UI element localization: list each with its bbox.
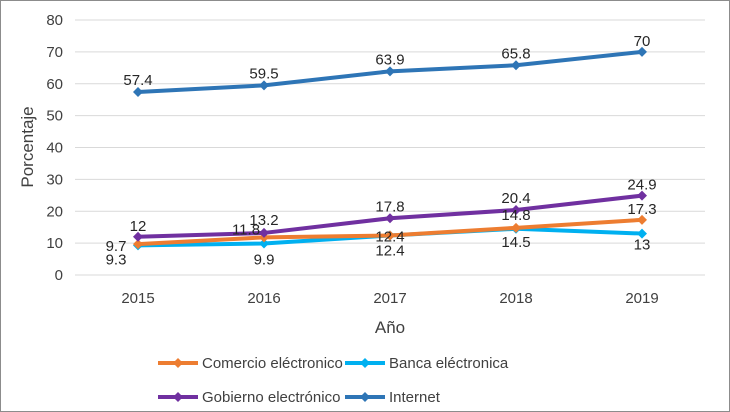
data-label: 13.2	[249, 212, 278, 229]
data-label: 13	[634, 237, 651, 254]
data-point-marker	[259, 227, 269, 238]
y-tick-label: 50	[46, 108, 63, 125]
data-label: 9.3	[106, 251, 127, 268]
legend-label: Comercio eléctronico	[202, 355, 343, 372]
data-point-marker	[259, 80, 269, 91]
data-point-marker	[385, 230, 395, 241]
legend-label: Gobierno electrónico	[202, 389, 340, 406]
data-point-marker	[133, 231, 143, 242]
x-tick-label: 2015	[121, 290, 154, 307]
data-point-marker	[133, 87, 143, 98]
legend-swatch-marker	[360, 392, 370, 402]
y-tick-label: 40	[46, 140, 63, 157]
data-point-marker	[385, 213, 395, 224]
legend: Comercio eléctronico Banca eléctronica Gob…	[158, 355, 509, 406]
data-label: 17.8	[375, 198, 404, 215]
data-point-marker	[637, 228, 647, 239]
legend-label: Banca eléctronica	[389, 355, 509, 372]
x-axis-ticks: 2015 2016 2017 2018 2019	[121, 290, 658, 307]
legend-item: Comercio eléctronico	[158, 355, 343, 372]
legend-item: Gobierno electrónico	[158, 389, 340, 406]
data-point-marker	[385, 66, 395, 77]
y-tick-label: 10	[46, 235, 63, 252]
legend-swatch-marker	[173, 358, 183, 368]
legend-label: Internet	[389, 389, 441, 406]
data-label: 24.9	[627, 177, 656, 194]
data-label: 9.9	[254, 251, 275, 268]
data-label: 11.8	[232, 221, 260, 238]
data-labels: 9.7 11.8 12.4 14.8 17.3 9.3 9.9 12.4 14.5 13 12 13.…	[106, 33, 657, 269]
data-point-marker	[511, 204, 521, 215]
data-point-marker	[133, 239, 143, 250]
y-axis-title: Porcentaje	[18, 106, 37, 187]
legend-item: Banca eléctronica	[345, 355, 509, 372]
x-axis-title: Año	[375, 318, 405, 337]
x-tick-label: 2017	[373, 290, 406, 307]
data-label: 17.3	[627, 201, 656, 218]
data-label: 59.5	[249, 65, 278, 82]
data-point-marker	[637, 190, 647, 201]
x-tick-label: 2016	[247, 290, 280, 307]
legend-swatch-marker	[360, 358, 370, 368]
data-label: 12.4	[375, 228, 404, 245]
data-label: 65.8	[501, 45, 530, 62]
data-label: 57.4	[123, 72, 152, 89]
legend-item: Internet	[345, 389, 441, 406]
data-label: 12.4	[375, 242, 404, 259]
x-tick-label: 2018	[499, 290, 532, 307]
data-point-marker	[637, 46, 647, 57]
y-axis-ticks: 0 10 20 30 40 50 60 70 80	[46, 12, 63, 284]
data-label: 14.5	[501, 234, 530, 251]
data-label: 14.8	[501, 207, 530, 224]
data-point-marker	[511, 60, 521, 71]
data-label: 9.7	[106, 238, 127, 255]
data-point-marker	[511, 222, 521, 233]
series-group	[133, 46, 647, 251]
y-tick-label: 0	[55, 267, 63, 284]
data-point-marker	[259, 238, 269, 249]
y-tick-label: 70	[46, 44, 63, 61]
x-tick-label: 2019	[625, 290, 658, 307]
data-label: 63.9	[375, 51, 404, 68]
y-tick-label: 20	[46, 203, 63, 220]
y-tick-label: 80	[46, 12, 63, 29]
data-label: 20.4	[501, 190, 530, 207]
y-tick-label: 30	[46, 171, 63, 188]
data-point-marker	[637, 214, 647, 225]
legend-swatch-marker	[173, 392, 183, 402]
data-label: 12	[130, 218, 147, 235]
data-label: 70	[634, 33, 651, 50]
y-tick-label: 60	[46, 76, 63, 93]
